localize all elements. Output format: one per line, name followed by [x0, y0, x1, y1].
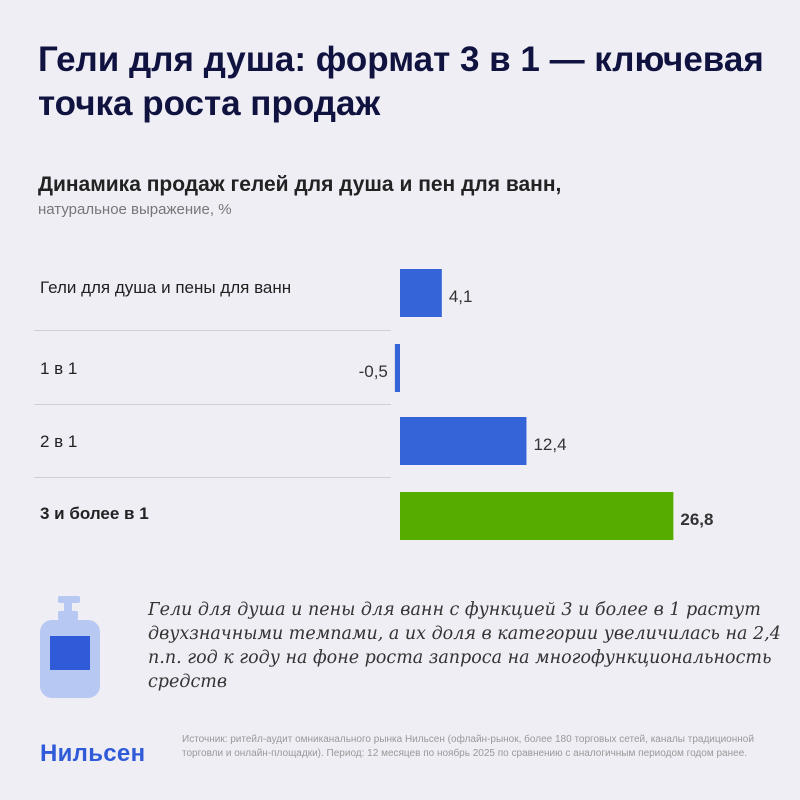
category-label-total: Гели для душа и пены для ванн	[40, 278, 292, 297]
bar-3	[400, 492, 674, 540]
bar-value-label-0: 4,1	[449, 287, 473, 306]
row-divider	[34, 330, 391, 331]
annotation-text: Гели для душа и пены для ванн с функцией…	[148, 600, 781, 692]
bar-0	[400, 269, 442, 317]
bar-2	[400, 417, 527, 465]
brand-logo: Нильсен	[40, 740, 146, 767]
category-label-2in1: 2 в 1	[40, 432, 78, 451]
bar-value-label-1: -0,5	[359, 362, 388, 381]
category-label-1in1: 1 в 1	[40, 359, 78, 378]
source-note: Источник: ритейл-аудит омниканального ры…	[182, 734, 754, 759]
row-divider	[34, 404, 391, 405]
soap-dispenser-icon	[40, 596, 100, 698]
page-title: Гели для душа: формат 3 в 1 — ключевая т…	[38, 40, 764, 123]
bar-value-label-2: 12,4	[533, 435, 566, 454]
bar-value-label-3: 26,8	[680, 510, 713, 529]
row-divider	[34, 477, 391, 478]
bar-1	[394, 344, 400, 392]
chart-title: Динамика продаж гелей для душа и пен для…	[38, 173, 562, 196]
category-label-3in1: 3 и более в 1	[40, 504, 149, 523]
chart-subtitle: натуральное выражение, %	[38, 201, 232, 218]
